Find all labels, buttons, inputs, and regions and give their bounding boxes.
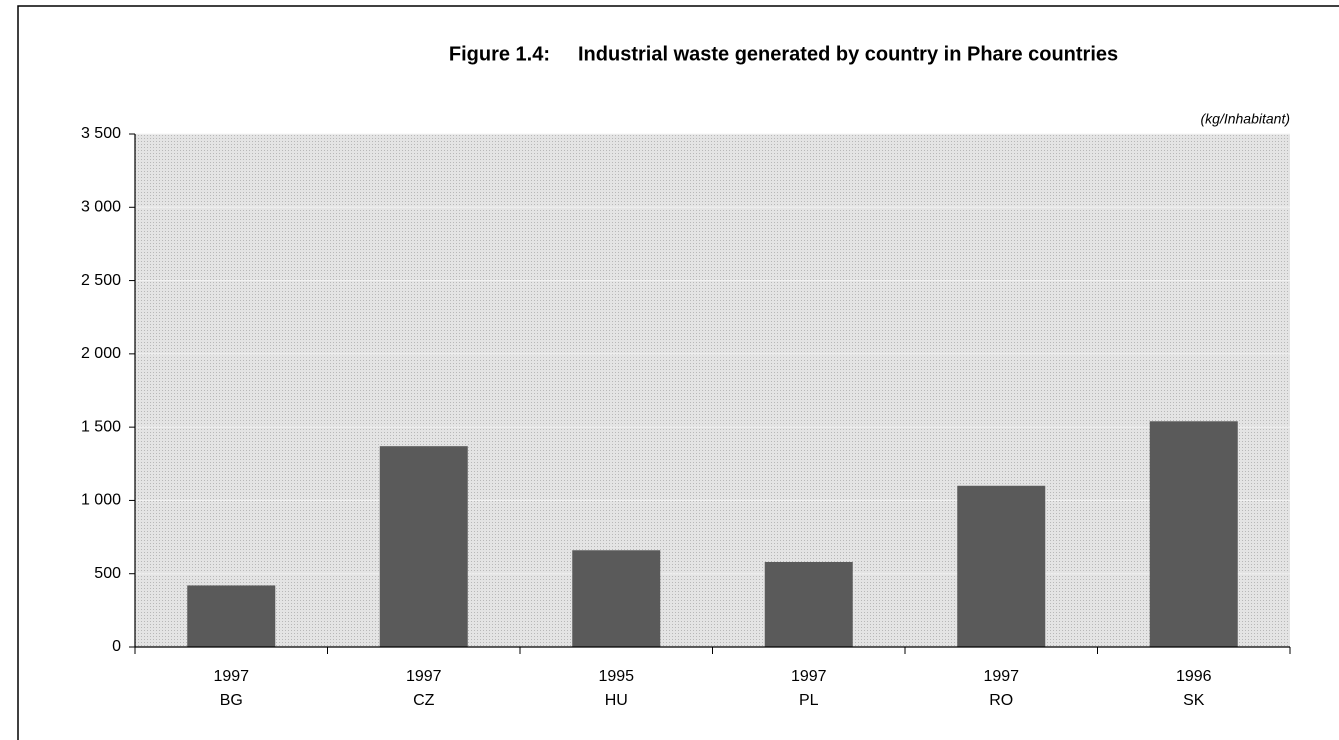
x-tick-label: RO xyxy=(989,692,1013,709)
chart-title: Industrial waste generated by country in… xyxy=(578,43,1118,65)
bar xyxy=(764,561,853,647)
x-tick-year: 1997 xyxy=(213,668,249,685)
x-tick-year: 1997 xyxy=(791,668,827,685)
x-tick-year: 1995 xyxy=(598,668,634,685)
y-tick-label: 0 xyxy=(112,638,121,655)
x-tick-year: 1997 xyxy=(983,668,1019,685)
y-tick-label: 3 500 xyxy=(81,125,121,142)
bar xyxy=(1149,421,1238,647)
y-tick-label: 1 000 xyxy=(81,492,121,509)
y-tick-label: 3 000 xyxy=(81,199,121,216)
frame xyxy=(17,5,1339,740)
bar xyxy=(379,446,468,647)
bar xyxy=(957,485,1046,647)
unit-label: (kg/Inhabitant) xyxy=(1201,111,1291,127)
bar xyxy=(187,585,276,647)
x-tick-year: 1997 xyxy=(406,668,442,685)
bar xyxy=(572,550,661,647)
y-tick-label: 1 500 xyxy=(81,418,121,435)
plot-area xyxy=(135,134,1290,647)
x-tick-label: PL xyxy=(799,692,819,709)
y-tick-label: 2 000 xyxy=(81,345,121,362)
x-tick-year: 1996 xyxy=(1176,668,1212,685)
x-tick-label: SK xyxy=(1183,692,1205,709)
x-tick-label: CZ xyxy=(413,692,435,709)
figure-label: Figure 1.4: xyxy=(449,43,550,65)
y-tick-label: 500 xyxy=(94,565,121,582)
x-tick-label: BG xyxy=(220,692,243,709)
y-tick-label: 2 500 xyxy=(81,272,121,289)
x-tick-label: HU xyxy=(605,692,628,709)
